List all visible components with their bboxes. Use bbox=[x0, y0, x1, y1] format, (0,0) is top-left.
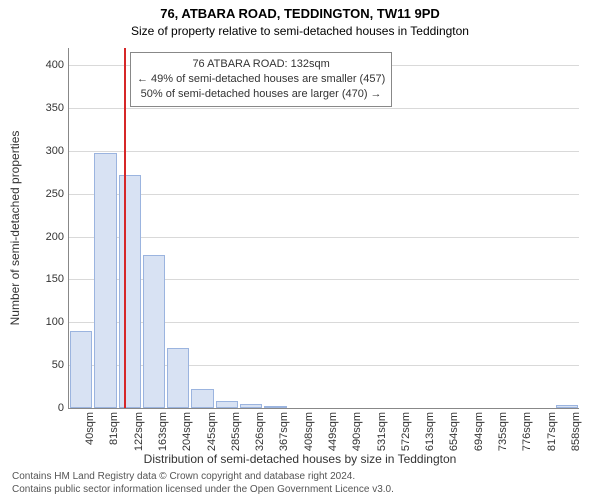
y-tick-label: 200 bbox=[34, 231, 64, 243]
subject-property-marker bbox=[124, 48, 126, 408]
gridline bbox=[69, 108, 579, 109]
footer-line-1: Contains HM Land Registry data © Crown c… bbox=[12, 470, 588, 483]
y-tick-label: 150 bbox=[34, 273, 64, 285]
histogram-bar bbox=[264, 406, 286, 408]
histogram-bar bbox=[556, 405, 578, 408]
y-tick-label: 100 bbox=[34, 316, 64, 328]
y-tick-label: 0 bbox=[34, 402, 64, 414]
y-tick-label: 250 bbox=[34, 188, 64, 200]
histogram-bar bbox=[119, 175, 141, 408]
y-tick-label: 50 bbox=[34, 359, 64, 371]
x-axis-label: Distribution of semi-detached houses by … bbox=[0, 452, 600, 466]
callout-line-2: ← 49% of semi-detached houses are smalle… bbox=[137, 72, 385, 87]
histogram-bar bbox=[191, 389, 213, 408]
histogram-bar bbox=[216, 401, 238, 408]
gridline bbox=[69, 151, 579, 152]
footer-attribution: Contains HM Land Registry data © Crown c… bbox=[12, 470, 588, 496]
page-title: 76, ATBARA ROAD, TEDDINGTON, TW11 9PD bbox=[0, 6, 600, 21]
histogram-bar bbox=[167, 348, 189, 408]
callout-line-3: 50% of semi-detached houses are larger (… bbox=[137, 87, 385, 102]
y-axis-label: Number of semi-detached properties bbox=[8, 131, 22, 326]
y-tick-label: 300 bbox=[34, 145, 64, 157]
histogram-bar bbox=[143, 255, 165, 408]
callout-box: 76 ATBARA ROAD: 132sqm← 49% of semi-deta… bbox=[130, 52, 392, 107]
histogram-bar bbox=[94, 153, 116, 408]
histogram-bar bbox=[70, 331, 92, 408]
y-tick-label: 350 bbox=[34, 102, 64, 114]
gridline bbox=[69, 194, 579, 195]
y-tick-label: 400 bbox=[34, 59, 64, 71]
page-subtitle: Size of property relative to semi-detach… bbox=[0, 24, 600, 38]
histogram-bar bbox=[240, 404, 262, 408]
callout-line-1: 76 ATBARA ROAD: 132sqm bbox=[137, 57, 385, 72]
footer-line-2: Contains public sector information licen… bbox=[12, 483, 588, 496]
gridline bbox=[69, 237, 579, 238]
